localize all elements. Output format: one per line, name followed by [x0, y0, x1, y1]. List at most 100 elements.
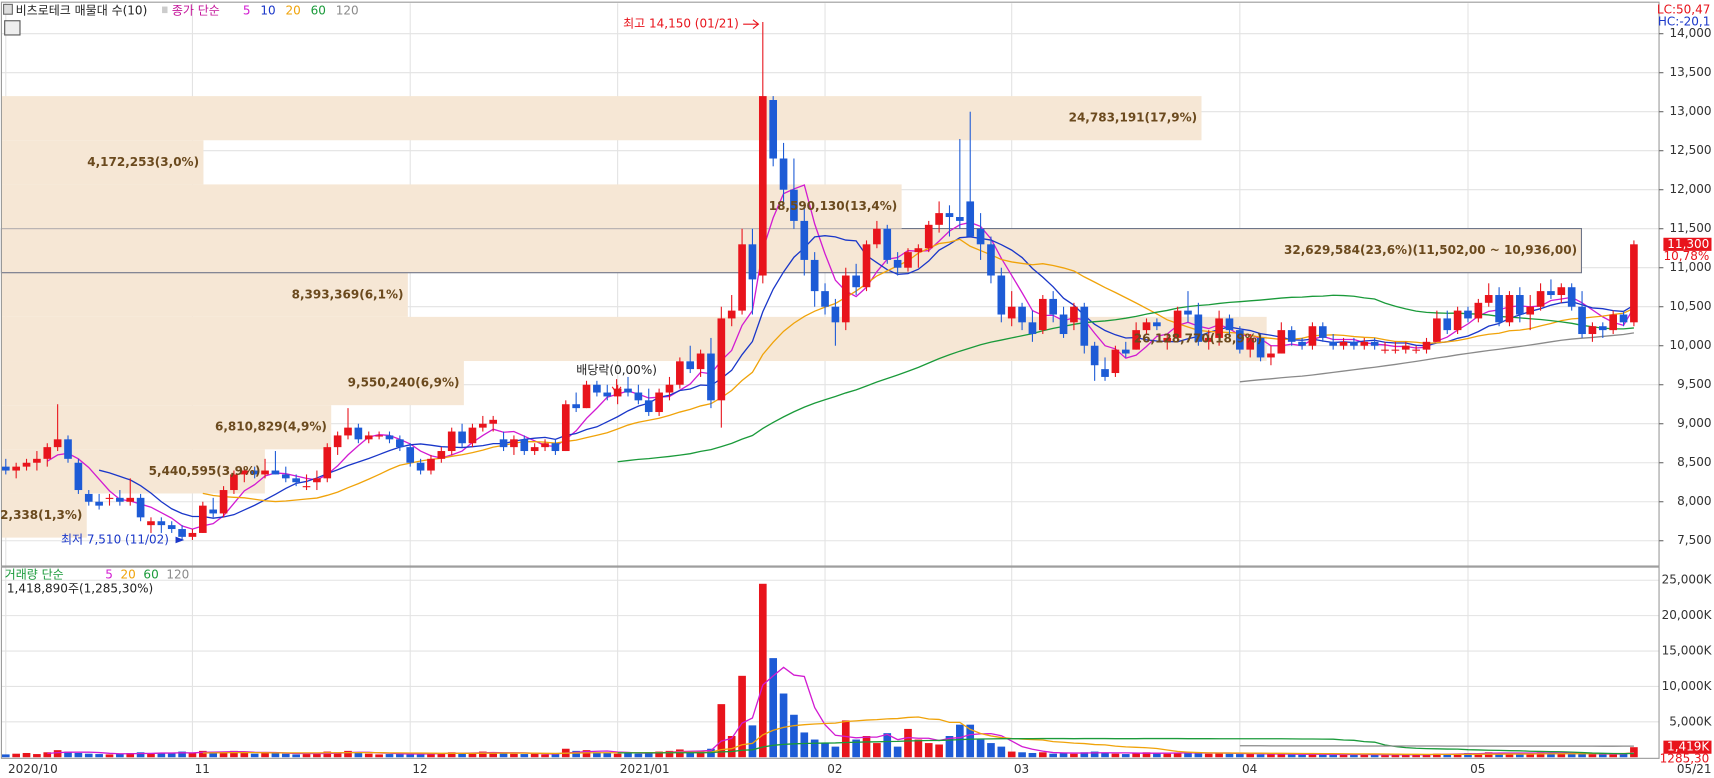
- candle-body: [105, 497, 114, 499]
- lc-info: LC:50,47: [1657, 2, 1710, 16]
- last-volume-box: [1663, 740, 1712, 754]
- volume-bar: [1318, 754, 1327, 758]
- x-tick-label: 11: [195, 762, 210, 776]
- candle-body: [800, 220, 809, 260]
- volume-bar: [655, 751, 663, 758]
- volume-bar: [520, 754, 529, 758]
- volume-bar: [572, 750, 580, 758]
- volume-bar: [468, 752, 477, 758]
- volume-bar: [624, 752, 632, 758]
- candle-body: [1246, 337, 1255, 350]
- volume-bar: [188, 752, 197, 758]
- volume-bar: [530, 753, 539, 758]
- volume-bar: [821, 743, 829, 758]
- candle-body: [1194, 314, 1203, 342]
- low-marker: [175, 536, 185, 544]
- moving-average: [617, 737, 1634, 755]
- volume-bar: [1547, 752, 1555, 758]
- moving-average: [1239, 332, 1635, 383]
- candle-body: [976, 228, 985, 245]
- candle-body: [302, 486, 311, 488]
- volume-bar: [997, 746, 1006, 758]
- candle-body: [831, 306, 840, 323]
- candle-body: [956, 217, 964, 221]
- ma-period: 20: [285, 3, 300, 17]
- volume-bar: [344, 750, 352, 758]
- volume-bar: [976, 739, 985, 758]
- x-tick-label: 05: [1470, 762, 1485, 776]
- y-tick-label: 5,000K: [1669, 714, 1712, 728]
- candle-body: [1464, 310, 1472, 319]
- candle-body: [893, 259, 902, 268]
- candle-body: [914, 248, 923, 253]
- candle-body: [945, 213, 954, 218]
- candle-body: [1277, 330, 1286, 354]
- volume-profile-label: 24,783,191(17,9%): [1069, 111, 1198, 125]
- volume-bar: [105, 754, 114, 758]
- volume-bar: [1474, 753, 1483, 758]
- volume-bar: [956, 724, 964, 758]
- volume-bar: [758, 583, 767, 758]
- candle-body: [862, 244, 871, 288]
- y-tick-label: 11,500: [1669, 221, 1711, 235]
- volume-profile-bar: [0, 228, 1583, 274]
- candle-body: [1391, 349, 1400, 351]
- volume-bar: [1391, 754, 1400, 758]
- candle-body: [167, 525, 176, 530]
- candle-body: [375, 435, 383, 437]
- high-label: 최고 14,150 (01/21): [623, 17, 739, 31]
- volume-bar: [375, 754, 383, 758]
- candle-body: [1630, 244, 1638, 323]
- volume-bar: [1184, 752, 1192, 758]
- volume-bar: [333, 752, 342, 758]
- candle-body: [530, 447, 539, 452]
- volume-bar: [1287, 754, 1296, 758]
- volume-bar: [209, 752, 218, 758]
- x-tick-label: 02: [827, 762, 842, 776]
- volume-bar: [1246, 753, 1255, 758]
- candle-body: [1018, 306, 1026, 323]
- candle-body: [758, 96, 767, 276]
- candle-body: [769, 100, 778, 159]
- y-tick-label: 10,500: [1669, 299, 1711, 313]
- candle-body: [810, 259, 819, 292]
- candle-body: [385, 435, 394, 440]
- volume-bar: [167, 753, 176, 758]
- volume-bar: [893, 746, 902, 758]
- volume-bar: [53, 750, 62, 758]
- low-label: 최저 7,510 (11/02): [61, 532, 169, 546]
- settings-icon[interactable]: [4, 20, 21, 36]
- volume-bar: [1557, 753, 1566, 758]
- volume-bar: [1256, 754, 1265, 758]
- volume-bar: [510, 753, 518, 758]
- volume-bar: [966, 724, 975, 758]
- candle-body: [1236, 330, 1244, 350]
- candle-body: [126, 497, 135, 502]
- y-tick-label: 7,500: [1677, 533, 1711, 547]
- volume-bar: [240, 752, 249, 758]
- candle-body: [12, 466, 20, 471]
- candle-body: [64, 439, 72, 459]
- volume-bar: [281, 753, 290, 758]
- plot-layer: [1, 21, 1638, 756]
- candle-body: [1536, 291, 1545, 307]
- candle-body: [748, 244, 757, 280]
- candle-body: [1401, 345, 1410, 350]
- volume-bar: [1381, 755, 1389, 758]
- volume-legend: 거래량 단순: [5, 567, 64, 581]
- volume-bar: [1339, 754, 1348, 758]
- volume-bar: [541, 754, 549, 758]
- volume-bar: [178, 751, 186, 758]
- volume-bar: [250, 753, 259, 758]
- y-tick-label: 13,000: [1669, 104, 1711, 118]
- volume-panel-frame: [0, 566, 1660, 759]
- volume-bar: [582, 750, 591, 758]
- candle-body: [292, 478, 300, 483]
- volume-bar: [364, 753, 373, 758]
- candle-body: [33, 458, 41, 463]
- volume-bar: [1028, 752, 1037, 758]
- volume-bar: [1567, 754, 1576, 758]
- candle-body: [271, 470, 280, 475]
- volume-bar: [790, 714, 798, 758]
